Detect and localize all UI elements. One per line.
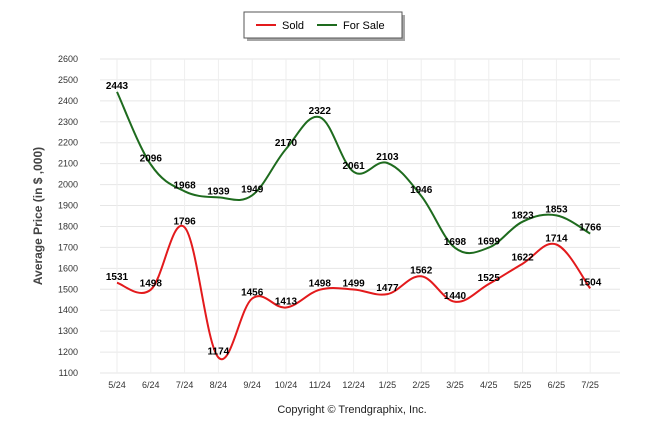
data-label-for-sale: 2322 xyxy=(309,106,332,117)
data-label-for-sale: 2061 xyxy=(342,161,365,172)
x-tick-label: 2/25 xyxy=(412,380,430,390)
data-label-sold: 1413 xyxy=(275,296,298,307)
x-tick-label: 10/24 xyxy=(275,380,298,390)
data-label-sold: 1525 xyxy=(478,273,501,284)
data-label-for-sale: 1699 xyxy=(478,237,501,248)
data-label-for-sale: 1968 xyxy=(173,180,196,191)
x-tick-label: 5/25 xyxy=(514,380,532,390)
data-label-for-sale: 1853 xyxy=(545,204,568,215)
x-tick-label: 4/25 xyxy=(480,380,498,390)
y-tick-label: 1600 xyxy=(58,263,78,273)
y-axis-ticks: 1100 1200 1300 1400 1500 1600 1700 1800 1900 2000… xyxy=(58,54,78,378)
y-tick-label: 2500 xyxy=(58,75,78,85)
data-label-sold: 1714 xyxy=(545,233,568,244)
data-label-for-sale: 1946 xyxy=(410,185,433,196)
y-axis-label: Average Price (in $ ,000) xyxy=(31,147,45,285)
series-line-sold xyxy=(116,224,592,361)
y-tick-label: 1900 xyxy=(58,201,78,211)
y-tick-label: 1300 xyxy=(58,326,78,336)
y-tick-label: 1100 xyxy=(59,368,78,378)
copyright-footer: Copyright © Trendgraphix, Inc. xyxy=(277,404,426,416)
data-label-sold: 1456 xyxy=(241,287,264,298)
y-tick-label: 1200 xyxy=(58,347,78,357)
data-label-sold: 1174 xyxy=(208,347,230,358)
x-tick-label: 6/25 xyxy=(548,380,566,390)
x-tick-label: 1/25 xyxy=(379,380,397,390)
data-label-for-sale: 1949 xyxy=(241,184,264,195)
y-tick-label: 1400 xyxy=(58,305,78,315)
data-label-sold: 1504 xyxy=(579,277,602,288)
legend-label-sold: Sold xyxy=(282,20,304,32)
data-label-for-sale: 2103 xyxy=(376,152,399,163)
data-label-sold: 1498 xyxy=(140,279,163,290)
data-label-for-sale: 2096 xyxy=(140,154,163,165)
data-label-sold: 1531 xyxy=(106,272,129,283)
y-tick-label: 2600 xyxy=(58,54,78,64)
x-tick-label: 3/25 xyxy=(446,380,464,390)
grid-lines xyxy=(100,58,620,374)
x-axis-ticks: 5/24 6/24 7/24 8/24 9/24 10/24 11/24 12/24 1/25 2… xyxy=(108,380,599,390)
y-tick-label: 1800 xyxy=(58,221,78,231)
data-label-sold: 1499 xyxy=(342,278,365,289)
data-label-for-sale: 1939 xyxy=(207,186,230,197)
x-tick-label: 11/24 xyxy=(309,380,331,390)
x-tick-label: 12/24 xyxy=(342,380,365,390)
y-tick-label: 2200 xyxy=(58,138,78,148)
data-label-for-sale: 2170 xyxy=(275,138,298,149)
data-label-sold: 1440 xyxy=(444,291,467,302)
data-label-sold: 1796 xyxy=(173,216,196,227)
data-label-for-sale: 1823 xyxy=(511,211,534,222)
y-tick-label: 2300 xyxy=(58,117,78,127)
data-labels: 1531 1498 1796 1174 1456 1413 1498 1499 1477 1562… xyxy=(106,81,602,358)
x-tick-label: 7/24 xyxy=(176,380,194,390)
data-label-for-sale: 1698 xyxy=(444,237,467,248)
y-tick-label: 1500 xyxy=(58,284,78,294)
data-label-sold: 1477 xyxy=(376,283,399,294)
legend: Sold For Sale xyxy=(243,11,405,41)
legend-label-for-sale: For Sale xyxy=(343,20,385,32)
x-tick-label: 7/25 xyxy=(581,380,599,390)
y-tick-label: 2100 xyxy=(58,159,78,169)
data-label-sold: 1498 xyxy=(309,279,332,290)
y-tick-label: 1700 xyxy=(58,242,78,252)
y-tick-label: 2000 xyxy=(58,180,78,190)
series-lines xyxy=(116,91,592,361)
data-label-for-sale: 2443 xyxy=(106,81,129,92)
x-tick-label: 9/24 xyxy=(243,380,261,390)
data-label-for-sale: 1766 xyxy=(579,223,602,234)
x-tick-label: 5/24 xyxy=(108,380,126,390)
data-label-sold: 1622 xyxy=(511,253,534,264)
x-tick-label: 6/24 xyxy=(142,380,160,390)
data-label-sold: 1562 xyxy=(410,265,433,276)
x-tick-label: 8/24 xyxy=(210,380,228,390)
series-line-for-sale xyxy=(116,91,591,255)
y-tick-label: 2400 xyxy=(58,96,78,106)
